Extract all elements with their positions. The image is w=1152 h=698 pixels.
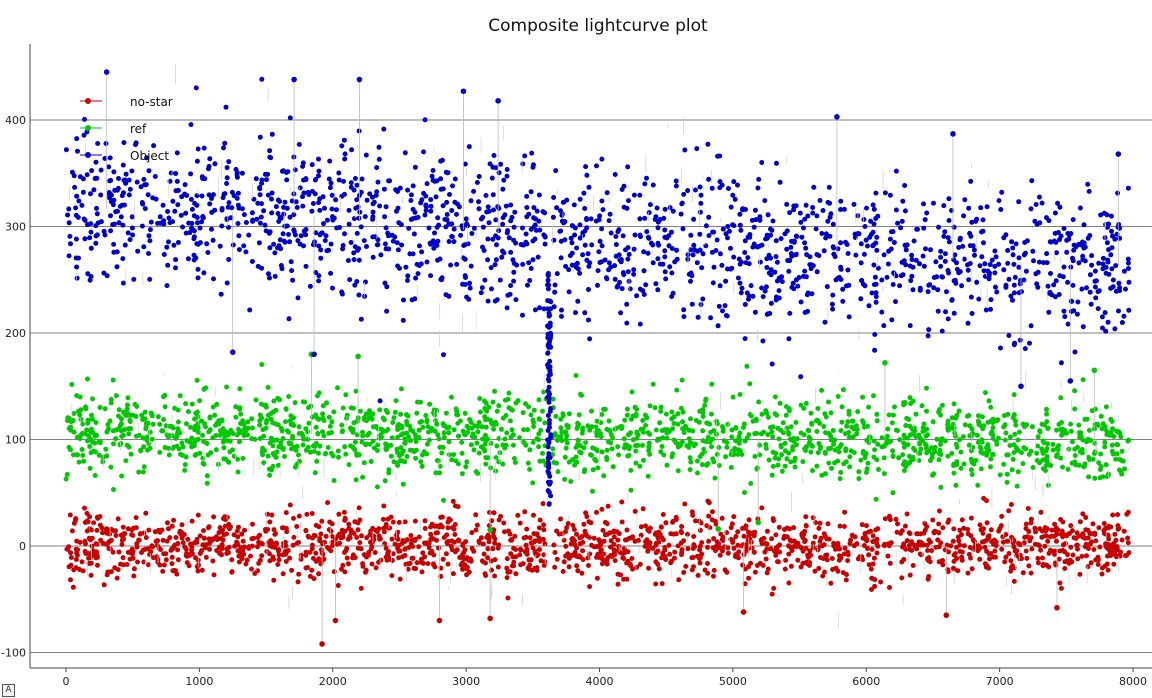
data-points [63, 64, 1132, 647]
outlier-point [487, 527, 493, 533]
series-points [64, 495, 1132, 601]
outlier-point [332, 617, 339, 624]
series-no-star [64, 489, 1132, 647]
outlier-point [460, 88, 467, 95]
x-tick-label: 0 [63, 675, 70, 688]
outlier-point [755, 519, 762, 526]
outlier-point [436, 617, 443, 624]
series-points [63, 76, 1132, 404]
legend-label: no-star [130, 95, 173, 109]
y-tick-label: -100 [1, 647, 26, 660]
outlier-point [740, 609, 747, 615]
outlier-point [319, 641, 325, 647]
outlier-point [495, 98, 501, 104]
x-tick-label: 5000 [719, 675, 747, 688]
x-tick-label: 3000 [452, 675, 480, 688]
outlier-point [103, 69, 110, 75]
grid-lines [30, 119, 1152, 653]
outlier-point [715, 526, 722, 532]
y-tick-label: 0 [19, 540, 26, 553]
y-tick-label: 400 [5, 114, 26, 127]
outlier-point [882, 360, 888, 366]
series-points [63, 362, 1132, 503]
outlier-point [1067, 378, 1074, 384]
x-tick-label: 6000 [852, 675, 880, 688]
outlier-point [1054, 604, 1060, 611]
x-tick-label: 7000 [986, 675, 1014, 688]
y-tick-label: 200 [5, 327, 26, 340]
y-tick-label: 100 [5, 434, 26, 447]
legend-label: ref [130, 122, 147, 136]
x-tick-label: 2000 [319, 675, 347, 688]
outlier-point [355, 353, 361, 360]
error-whiskers [68, 64, 1106, 390]
outlier-point [229, 349, 236, 355]
series-ref [63, 351, 1132, 533]
chart-title: Composite lightcurve plot [488, 16, 708, 36]
error-whiskers [80, 489, 1120, 629]
x-tick-label: 4000 [586, 675, 614, 688]
legend-label: Object [130, 149, 169, 163]
object-dip-points [545, 271, 554, 507]
outlier-point [1091, 367, 1098, 374]
outlier-point [356, 76, 363, 83]
series-object [63, 64, 1132, 404]
y-tick-label: 300 [5, 221, 26, 234]
corner-badge[interactable]: A [2, 684, 15, 697]
outlier-point [943, 612, 950, 619]
outlier-point [834, 114, 840, 120]
error-whiskers [71, 365, 1129, 504]
outlier-point [1018, 383, 1024, 390]
outlier-point [1115, 151, 1122, 157]
x-tick-label: 1000 [185, 675, 213, 688]
legend: no-star ref Object [80, 95, 173, 163]
x-tick-label: 8000 [1119, 675, 1147, 688]
outlier-point [291, 76, 297, 83]
outlier-point [311, 351, 317, 358]
outlier-point [487, 615, 493, 622]
outlier-point [950, 131, 956, 137]
